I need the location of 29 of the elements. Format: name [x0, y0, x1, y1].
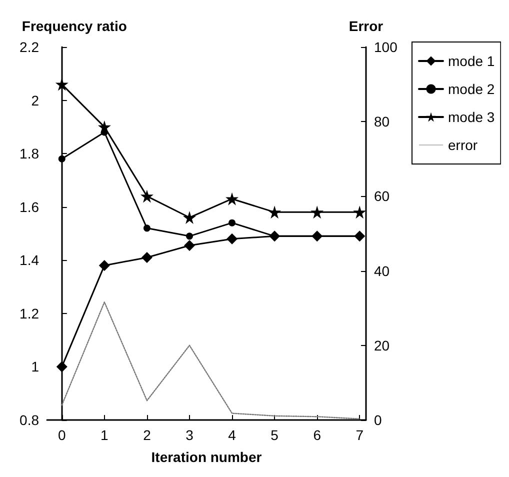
y2-tick-label: 40 — [374, 262, 390, 279]
y-axis-title: Frequency ratio — [22, 18, 127, 34]
y-tick-label: 1.4 — [20, 252, 40, 268]
y-tick-label: 1.8 — [20, 146, 40, 162]
x-tick-label: 3 — [186, 427, 194, 443]
legend-label: mode 3 — [448, 109, 495, 125]
y2-tick-label: 100 — [374, 39, 398, 55]
y-tick-label: 2.2 — [20, 39, 40, 55]
y2-tick-label: 0 — [374, 412, 382, 428]
x-tick-label: 0 — [58, 427, 66, 443]
y2-tick-label: 80 — [374, 114, 390, 130]
x-axis-title: Iteration number — [151, 449, 262, 465]
y-tick-label: 1 — [31, 358, 40, 375]
y-tick-label: 1.6 — [20, 198, 40, 215]
x-tick-label: 4 — [228, 427, 236, 443]
x-tick-label: 5 — [270, 427, 279, 443]
y2-axis-title: Error — [348, 18, 384, 34]
legend-label: error — [448, 137, 478, 153]
y-tick-label: 1.2 — [20, 305, 40, 322]
x-tick-label: 2 — [143, 427, 152, 443]
y2-tick-label: 60 — [374, 188, 390, 204]
legend-label: mode 2 — [448, 81, 495, 97]
y-tick-label: 2 — [31, 92, 40, 108]
x-tick-label: 1 — [100, 427, 109, 443]
x-tick-label: 7 — [356, 427, 364, 443]
x-tick-label: 6 — [313, 427, 322, 443]
y-tick-label: 0.8 — [20, 412, 40, 428]
legend-label: mode 1 — [448, 53, 495, 69]
y2-tick-label: 20 — [374, 337, 390, 354]
